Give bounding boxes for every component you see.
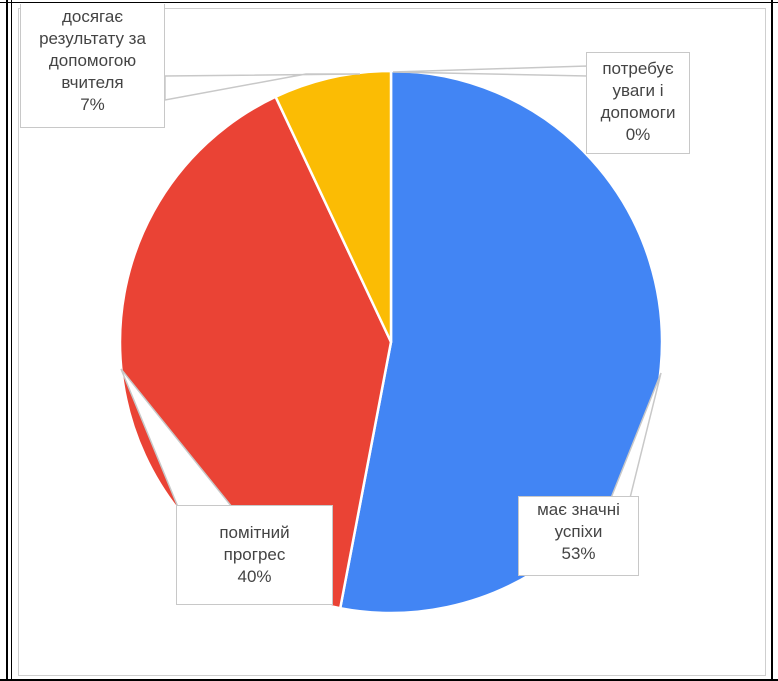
- slice-label-line: вчителя: [61, 73, 124, 92]
- slice-label-line: прогрес: [223, 545, 286, 564]
- table-border-left-inner: [11, 0, 12, 681]
- slice-label-line: допомоги: [600, 103, 676, 122]
- slice-label-pomitnyi-prohres: помітний прогрес 40%: [176, 505, 333, 605]
- leader-line: [164, 73, 361, 101]
- table-border-left: [6, 0, 8, 681]
- slice-label-potrebuie-uvahy: потребує уваги і допомоги 0%: [586, 52, 690, 154]
- slice-label-line: результату за: [39, 29, 146, 48]
- slice-percent: 7%: [80, 95, 105, 114]
- slice-label-dosiahaie-rezultatu: досягає результату за допомогою вчителя …: [20, 4, 165, 128]
- slice-label-line: досягає: [61, 7, 124, 26]
- table-border-right: [771, 0, 773, 681]
- pie-slice: [338, 69, 664, 615]
- table-border-bottom: [0, 679, 778, 681]
- slice-label-line: допомогою: [48, 51, 137, 70]
- slice-label-mae-znachni-uspikhy: має значні успіхи 53%: [518, 496, 639, 576]
- slice-percent: 0%: [625, 125, 651, 144]
- chart-area-border: [18, 8, 766, 676]
- slice-percent: 53%: [561, 544, 596, 563]
- slice-label-line: помітний: [219, 523, 290, 542]
- slice-label-line: має значні: [537, 500, 620, 519]
- pie-slice: [274, 69, 393, 344]
- slice-label-line: уваги і: [612, 81, 664, 100]
- table-border-top: [0, 2, 778, 3]
- slice-label-line: успіхи: [554, 522, 603, 541]
- slice-label-line: потребує: [602, 59, 674, 78]
- slice-percent: 40%: [237, 567, 272, 586]
- pie-slices: [118, 69, 664, 615]
